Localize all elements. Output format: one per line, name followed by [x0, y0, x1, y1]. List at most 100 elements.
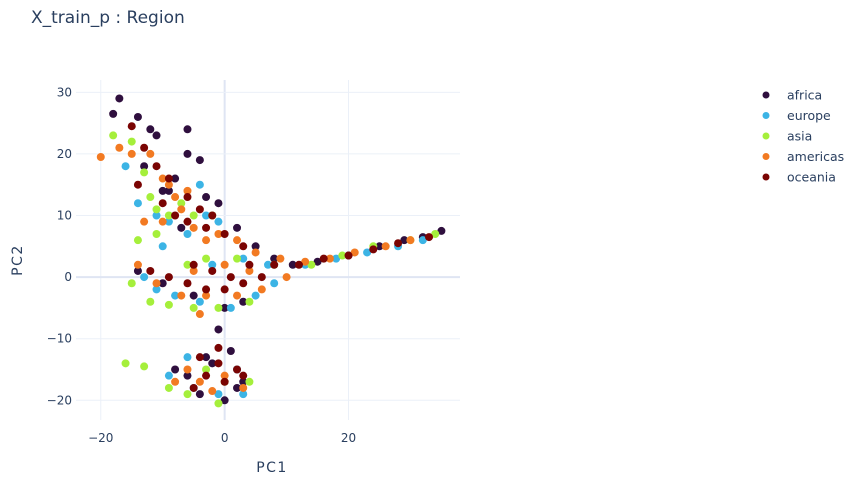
- data-point-africa: [133, 112, 142, 121]
- data-point-oceania: [202, 223, 211, 232]
- legend: africa europe asia americas oceania: [762, 88, 844, 185]
- data-point-oceania: [127, 122, 136, 131]
- data-point-americas: [177, 291, 186, 300]
- data-point-europe: [183, 229, 192, 238]
- y-axis-title: PC2: [10, 244, 26, 276]
- y-tick-label: 10: [57, 209, 72, 223]
- y-tick-label: 30: [57, 85, 72, 99]
- data-point-africa: [202, 353, 211, 362]
- data-point-americas: [214, 229, 223, 238]
- data-point-americas: [276, 254, 285, 263]
- data-point-africa: [171, 174, 180, 183]
- data-point-americas: [171, 377, 180, 386]
- data-point-oceania: [233, 365, 242, 374]
- data-point-americas: [233, 291, 242, 300]
- data-point-americas: [257, 285, 266, 294]
- legend-marker-europe[interactable]: [762, 112, 770, 119]
- data-point-oceania: [202, 371, 211, 380]
- data-point-africa: [313, 257, 322, 266]
- data-point-africa: [158, 186, 167, 195]
- data-point-africa: [115, 94, 124, 103]
- legend-label-americas[interactable]: americas: [787, 149, 844, 164]
- data-point-americas: [195, 377, 204, 386]
- data-point-africa: [233, 383, 242, 392]
- data-point-oceania: [214, 359, 223, 368]
- data-point-americas: [301, 257, 310, 266]
- data-point-africa: [146, 125, 155, 134]
- data-point-oceania: [183, 217, 192, 226]
- data-point-asia: [164, 211, 173, 220]
- data-point-africa: [133, 266, 142, 275]
- data-point-europe: [214, 390, 223, 399]
- data-point-europe: [164, 217, 173, 226]
- data-point-europe: [214, 217, 223, 226]
- data-point-oceania: [183, 279, 192, 288]
- data-point-asia: [183, 390, 192, 399]
- data-point-asia: [338, 251, 347, 260]
- data-point-africa: [226, 347, 235, 356]
- data-point-americas: [140, 217, 149, 226]
- data-point-europe: [239, 254, 248, 263]
- data-point-oceania: [369, 245, 378, 254]
- data-point-oceania: [239, 371, 248, 380]
- legend-label-africa[interactable]: africa: [787, 88, 822, 103]
- data-point-asia: [214, 303, 223, 312]
- data-point-europe: [202, 211, 211, 220]
- legend-label-oceania[interactable]: oceania: [787, 170, 836, 185]
- data-point-europe: [140, 273, 149, 282]
- data-point-africa: [140, 162, 149, 171]
- data-point-oceania: [220, 229, 229, 238]
- data-point-asia: [202, 254, 211, 263]
- data-point-americas: [189, 266, 198, 275]
- data-point-africa: [375, 242, 384, 251]
- chart-title: X_train_p : Region: [31, 8, 185, 28]
- data-point-oceania: [171, 211, 180, 220]
- data-point-africa: [239, 377, 248, 386]
- data-point-asia: [121, 359, 130, 368]
- data-point-africa: [400, 236, 409, 245]
- data-point-europe: [264, 260, 272, 269]
- data-point-americas: [282, 273, 291, 282]
- data-point-oceania: [208, 266, 217, 275]
- legend-label-europe[interactable]: europe: [787, 108, 831, 123]
- data-point-americas: [233, 236, 242, 245]
- points: [96, 94, 446, 408]
- data-point-africa: [288, 260, 297, 269]
- data-point-oceania: [183, 193, 192, 202]
- legend-marker-oceania[interactable]: [762, 173, 770, 181]
- data-point-oceania: [158, 199, 167, 208]
- data-point-asia: [152, 205, 161, 214]
- y-tick-label: −10: [47, 332, 72, 346]
- data-point-asia: [164, 383, 173, 392]
- data-point-africa: [437, 226, 446, 235]
- data-point-asia: [202, 365, 211, 374]
- data-point-europe: [226, 303, 235, 312]
- x-axis-title: PC1: [256, 460, 288, 476]
- data-point-asia: [109, 131, 118, 140]
- data-point-americas: [195, 310, 204, 319]
- data-point-asia: [127, 137, 136, 146]
- data-point-asia: [183, 260, 192, 269]
- legend-label-asia[interactable]: asia: [787, 129, 812, 144]
- data-point-oceania: [133, 180, 142, 189]
- x-tick-label: 0: [221, 431, 229, 445]
- data-point-americas: [189, 223, 198, 232]
- data-point-asia: [133, 236, 142, 245]
- legend-marker-africa[interactable]: [762, 91, 770, 99]
- data-point-oceania: [239, 279, 248, 288]
- data-point-africa: [158, 279, 167, 288]
- data-point-europe: [195, 180, 204, 189]
- data-point-europe: [133, 199, 142, 208]
- data-point-africa: [183, 125, 192, 134]
- data-point-oceania: [214, 343, 223, 352]
- data-point-europe: [171, 291, 180, 300]
- legend-marker-americas[interactable]: [762, 153, 770, 160]
- data-point-americas: [152, 279, 161, 288]
- data-point-americas: [220, 371, 229, 380]
- y-tick-label: −20: [47, 393, 72, 407]
- data-point-asia: [140, 362, 149, 371]
- data-point-asia: [140, 168, 149, 177]
- data-point-europe: [164, 371, 173, 380]
- legend-marker-asia[interactable]: [762, 132, 770, 140]
